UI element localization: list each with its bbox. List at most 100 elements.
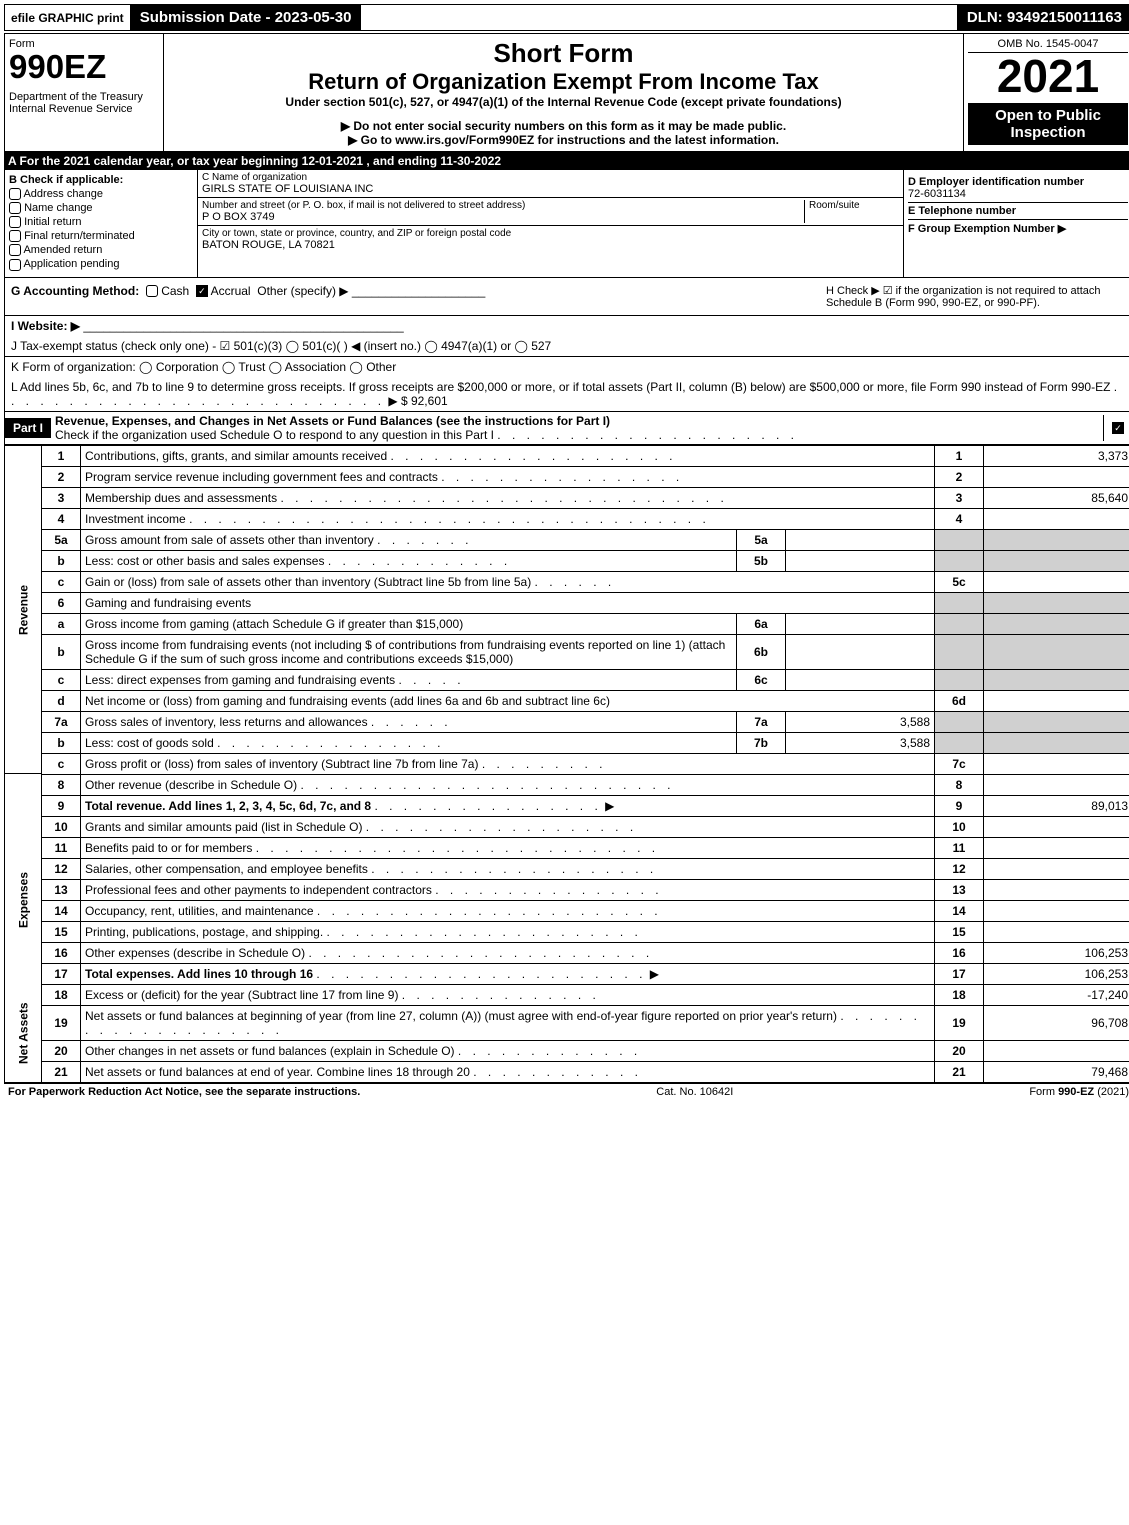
line-num: 14 [42, 900, 81, 921]
line-desc: Benefits paid to or for members . . . . … [81, 837, 935, 858]
dln-label: DLN: 93492150011163 [957, 5, 1129, 30]
line-right-val: 85,640 [984, 487, 1129, 508]
line-num: 4 [42, 508, 81, 529]
line-num: 8 [42, 774, 81, 795]
header-center: Short Form Return of Organization Exempt… [164, 34, 964, 151]
sub-val: 3,588 [786, 711, 935, 732]
line-num: c [42, 571, 81, 592]
b-label: B Check if applicable: [9, 174, 193, 186]
line-desc: Contributions, gifts, grants, and simila… [81, 445, 935, 466]
line-right-num: 13 [935, 879, 984, 900]
line-num: 6 [42, 592, 81, 613]
check-amended-return[interactable]: Amended return [9, 244, 193, 256]
line-desc: Less: direct expenses from gaming and fu… [81, 669, 737, 690]
line-right-val [984, 571, 1129, 592]
line-num: 13 [42, 879, 81, 900]
under-section-text: Under section 501(c), 527, or 4947(a)(1)… [168, 95, 959, 109]
line-right-num: 12 [935, 858, 984, 879]
form-header: Form 990EZ Department of the Treasury In… [4, 33, 1129, 152]
line-right-val: 3,373 [984, 445, 1129, 466]
line-desc: Other expenses (describe in Schedule O) … [81, 942, 935, 963]
line-desc: Other changes in net assets or fund bala… [81, 1040, 935, 1061]
line-num: b [42, 732, 81, 753]
check-name-change[interactable]: Name change [9, 202, 193, 214]
line-right-num: 19 [935, 1005, 984, 1040]
line-num: 5a [42, 529, 81, 550]
sub-num: 7a [737, 711, 786, 732]
line-desc: Gross income from fundraising events (no… [81, 634, 737, 669]
telephone-label: E Telephone number [908, 205, 1128, 217]
ein-value: 72-6031134 [908, 188, 1128, 200]
line-num: c [42, 753, 81, 774]
header-left: Form 990EZ Department of the Treasury In… [5, 34, 164, 151]
checkbox-icon [9, 188, 21, 200]
line-right-val [984, 816, 1129, 837]
line-right-val [984, 690, 1129, 711]
line-desc: Membership dues and assessments . . . . … [81, 487, 935, 508]
line-right-val: 96,708 [984, 1005, 1129, 1040]
line-desc: Grants and similar amounts paid (list in… [81, 816, 935, 837]
tax-year: 2021 [968, 53, 1128, 99]
line-right-val: 79,468 [984, 1061, 1129, 1082]
line-right-num: 9 [935, 795, 984, 816]
city-label: City or town, state or province, country… [202, 228, 899, 239]
column-b: B Check if applicable: Address change Na… [5, 170, 198, 277]
sub-num: 7b [737, 732, 786, 753]
checkbox-icon [9, 216, 21, 228]
sub-val [786, 529, 935, 550]
line-num: c [42, 669, 81, 690]
sub-num: 6c [737, 669, 786, 690]
line-desc: Program service revenue including govern… [81, 466, 935, 487]
short-form-title: Short Form [168, 38, 959, 69]
k-form-of-organization: K Form of organization: ◯ Corporation ◯ … [4, 357, 1129, 377]
line-num: 12 [42, 858, 81, 879]
arrow-icon: ▶ [650, 967, 659, 981]
line-right-val [984, 858, 1129, 879]
sub-val [786, 634, 935, 669]
line-right-num: 3 [935, 487, 984, 508]
line-desc: Salaries, other compensation, and employ… [81, 858, 935, 879]
line-right-num: 17 [935, 963, 984, 984]
section-a-tax-year: A For the 2021 calendar year, or tax yea… [4, 152, 1129, 170]
street-label: Number and street (or P. O. box, if mail… [202, 200, 804, 211]
schedule-o-checkbox[interactable]: ✓ [1103, 415, 1129, 441]
checkbox-checked-icon: ✓ [1112, 422, 1124, 434]
arrow-icon: ▶ [605, 799, 614, 813]
org-name-row: C Name of organization GIRLS STATE OF LO… [198, 170, 903, 198]
line-right-num: 15 [935, 921, 984, 942]
j-tax-exempt-status: J Tax-exempt status (check only one) - ☑… [4, 336, 1129, 357]
open-to-public: Open to Public Inspection [968, 103, 1128, 145]
ein-label: D Employer identification number [908, 176, 1128, 188]
line-right-num: 5c [935, 571, 984, 592]
sub-num: 5b [737, 550, 786, 571]
check-label: Final return/terminated [24, 230, 135, 242]
line-desc: Professional fees and other payments to … [81, 879, 935, 900]
line-num: 17 [42, 963, 81, 984]
check-label: Initial return [24, 216, 81, 228]
check-initial-return[interactable]: Initial return [9, 216, 193, 228]
line-desc: Gross profit or (loss) from sales of inv… [81, 753, 935, 774]
line-desc: Gain or (loss) from sale of assets other… [81, 571, 935, 592]
line-num: 15 [42, 921, 81, 942]
line-desc: Net income or (loss) from gaming and fun… [81, 690, 935, 711]
line-num: 10 [42, 816, 81, 837]
sub-num: 6b [737, 634, 786, 669]
check-address-change[interactable]: Address change [9, 188, 193, 200]
line-right-num: 8 [935, 774, 984, 795]
column-d: D Employer identification number 72-6031… [904, 170, 1129, 277]
check-final-return[interactable]: Final return/terminated [9, 230, 193, 242]
check-label: Amended return [23, 244, 102, 256]
line-desc: Less: cost or other basis and sales expe… [81, 550, 737, 571]
efile-print-label[interactable]: efile GRAPHIC print [5, 9, 130, 27]
goto-link[interactable]: ▶ Go to www.irs.gov/Form990EZ for instru… [168, 133, 959, 147]
column-c: C Name of organization GIRLS STATE OF LO… [198, 170, 904, 277]
line-num: 2 [42, 466, 81, 487]
line-desc: Total revenue. Add lines 1, 2, 3, 4, 5c,… [81, 795, 935, 816]
line-right-val [984, 508, 1129, 529]
line-num: 7a [42, 711, 81, 732]
shaded-cell [984, 529, 1129, 550]
cash-label: Cash [161, 284, 189, 298]
check-application-pending[interactable]: Application pending [9, 258, 193, 270]
check-label: Application pending [23, 258, 119, 270]
shaded-cell [935, 550, 984, 571]
